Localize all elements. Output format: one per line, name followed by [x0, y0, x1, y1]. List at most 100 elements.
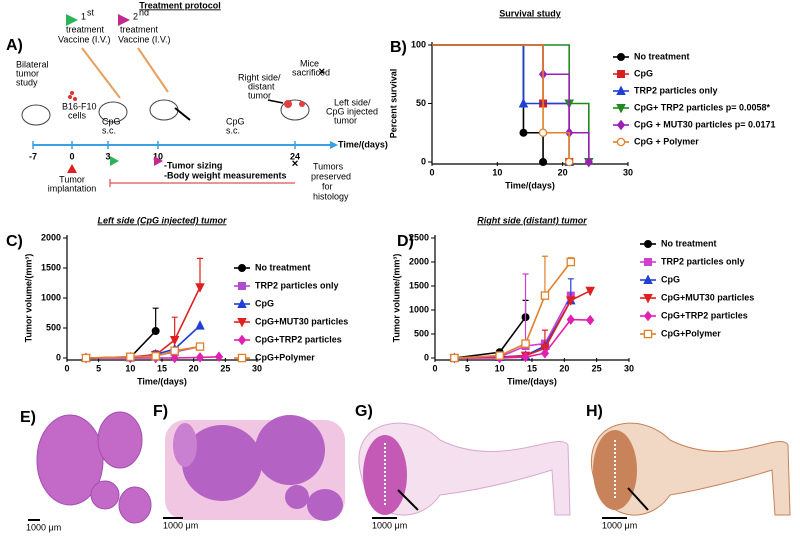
panel-label: A)	[6, 37, 23, 54]
marker	[540, 347, 550, 359]
vaccine-text: Vaccine (I.V.)	[118, 34, 171, 44]
y-tick-label: 1000	[409, 304, 429, 314]
marker	[519, 128, 528, 137]
study-text: study	[16, 77, 38, 87]
legend-label: No treatment	[634, 51, 690, 61]
vaccine-text: Vaccine (I.V.)	[58, 34, 111, 44]
scale-label: 1000 μm	[163, 520, 198, 530]
x-tick-label: 30	[252, 363, 262, 373]
legend-marker	[644, 257, 653, 266]
left-side-text: Left side/	[334, 97, 371, 107]
y-axis-label: Percent survival	[388, 69, 398, 139]
x-tick-label: 0	[64, 363, 69, 373]
legend-marker	[616, 137, 626, 147]
marker	[518, 98, 529, 108]
legend-marker	[237, 334, 247, 346]
marker	[195, 283, 205, 293]
y-tick-label: 100	[411, 39, 426, 49]
study-text: Bilateral	[16, 59, 49, 69]
panel-label: D)	[397, 233, 414, 250]
implant-icon	[67, 164, 77, 173]
y-tick-label: 2000	[409, 256, 429, 266]
scale-label: 1000 μm	[602, 520, 637, 530]
cpg-text: s.c.	[226, 125, 240, 135]
legend-marker	[237, 263, 246, 272]
marker	[151, 326, 160, 335]
tumor	[299, 101, 305, 107]
tissue-e	[36, 411, 152, 524]
marker	[495, 351, 504, 360]
left-side-text: tumor	[334, 115, 357, 125]
tissue-g	[358, 422, 571, 516]
y-axis-label: Tumor volume/(mm³)	[23, 254, 33, 343]
timeline-label: 0	[69, 151, 74, 161]
legend-label: No treatment	[255, 262, 311, 272]
arrow	[267, 99, 284, 104]
vaccine2-icon	[118, 14, 130, 26]
timeline-arrow	[330, 141, 338, 149]
y-tick-label: 0	[56, 352, 61, 362]
panel-label: G)	[355, 403, 373, 420]
x-axis-label: Time/(days)	[137, 376, 187, 386]
marker	[126, 352, 135, 362]
marker	[539, 157, 548, 166]
legend-label: CpG+ TRP2 particles p= 0.0058*	[634, 102, 771, 112]
x-tick-label: 30	[624, 363, 634, 373]
implant-text: Tumor	[59, 174, 85, 184]
tissue-f	[165, 415, 345, 521]
survival-line	[432, 44, 570, 162]
measure-text: -Tumor sizing	[164, 160, 222, 170]
y-tick-label: 500	[46, 322, 61, 332]
legend-label: CpG + Polymer	[634, 136, 699, 146]
legend-label: CpG + MUT30 particles p= 0.0171	[634, 119, 776, 129]
tissue-h	[590, 422, 791, 516]
x-tick-label: 30	[623, 167, 633, 177]
vaccine-suffix: nd	[139, 7, 149, 17]
legend-marker	[616, 119, 626, 131]
injection	[174, 107, 191, 121]
marker	[538, 128, 548, 137]
x-tick-label: 20	[559, 363, 569, 373]
vaccine-suffix: st	[87, 7, 95, 17]
marker	[584, 156, 593, 168]
x-mark: ✕	[291, 158, 299, 168]
x-tick-label: 15	[527, 363, 537, 373]
protocol-title: Treatment protocol	[139, 0, 221, 10]
cells-icon	[73, 97, 77, 101]
axis	[66, 235, 257, 361]
legend-label: CpG	[634, 68, 653, 78]
legend-label: CpG+MUT30 particles	[661, 292, 754, 302]
marker	[169, 335, 180, 346]
scale-label: 1000 μm	[372, 520, 407, 530]
cells-icon	[68, 95, 72, 99]
marker	[151, 351, 160, 361]
x-axis-label: Time/(days)	[507, 376, 557, 386]
x-tick-label: 10	[495, 363, 505, 373]
series-line	[454, 261, 572, 359]
y-tick-label: 2000	[41, 232, 61, 242]
marker	[586, 314, 595, 326]
y-axis-label: Tumor volume/(mm³)	[391, 254, 401, 343]
right-side-text: tumor	[248, 90, 271, 100]
x-axis-label: Time/(days)	[505, 180, 555, 190]
chart-title: Right side (distant) tumor	[477, 215, 587, 225]
vaccine-number: 1	[81, 11, 86, 21]
legend-marker	[237, 281, 246, 290]
left-side-text: CpG injected	[326, 106, 378, 116]
error-bar	[522, 273, 529, 346]
marker	[214, 351, 224, 363]
timeline-label: 10	[153, 151, 163, 161]
legend-label: CpG+TRP2 particles	[255, 334, 342, 344]
legend-marker	[237, 298, 247, 309]
sacrificed-text: sacrificed	[292, 67, 330, 77]
marker	[585, 286, 595, 297]
series-line	[454, 295, 572, 359]
marker	[566, 314, 575, 325]
marker	[195, 320, 205, 330]
measure-text: -Body weight measurements	[164, 170, 287, 180]
histology-panels: E) F) G) H) 1000 μm 1000 μm 1000 μm 1000…	[20, 403, 791, 532]
chart-title: Left side (CpG injected) tumor	[97, 215, 227, 225]
scale-label: 1000 μm	[26, 522, 61, 532]
legend-label: CpG+Polymer	[661, 328, 721, 338]
marker	[521, 339, 530, 348]
